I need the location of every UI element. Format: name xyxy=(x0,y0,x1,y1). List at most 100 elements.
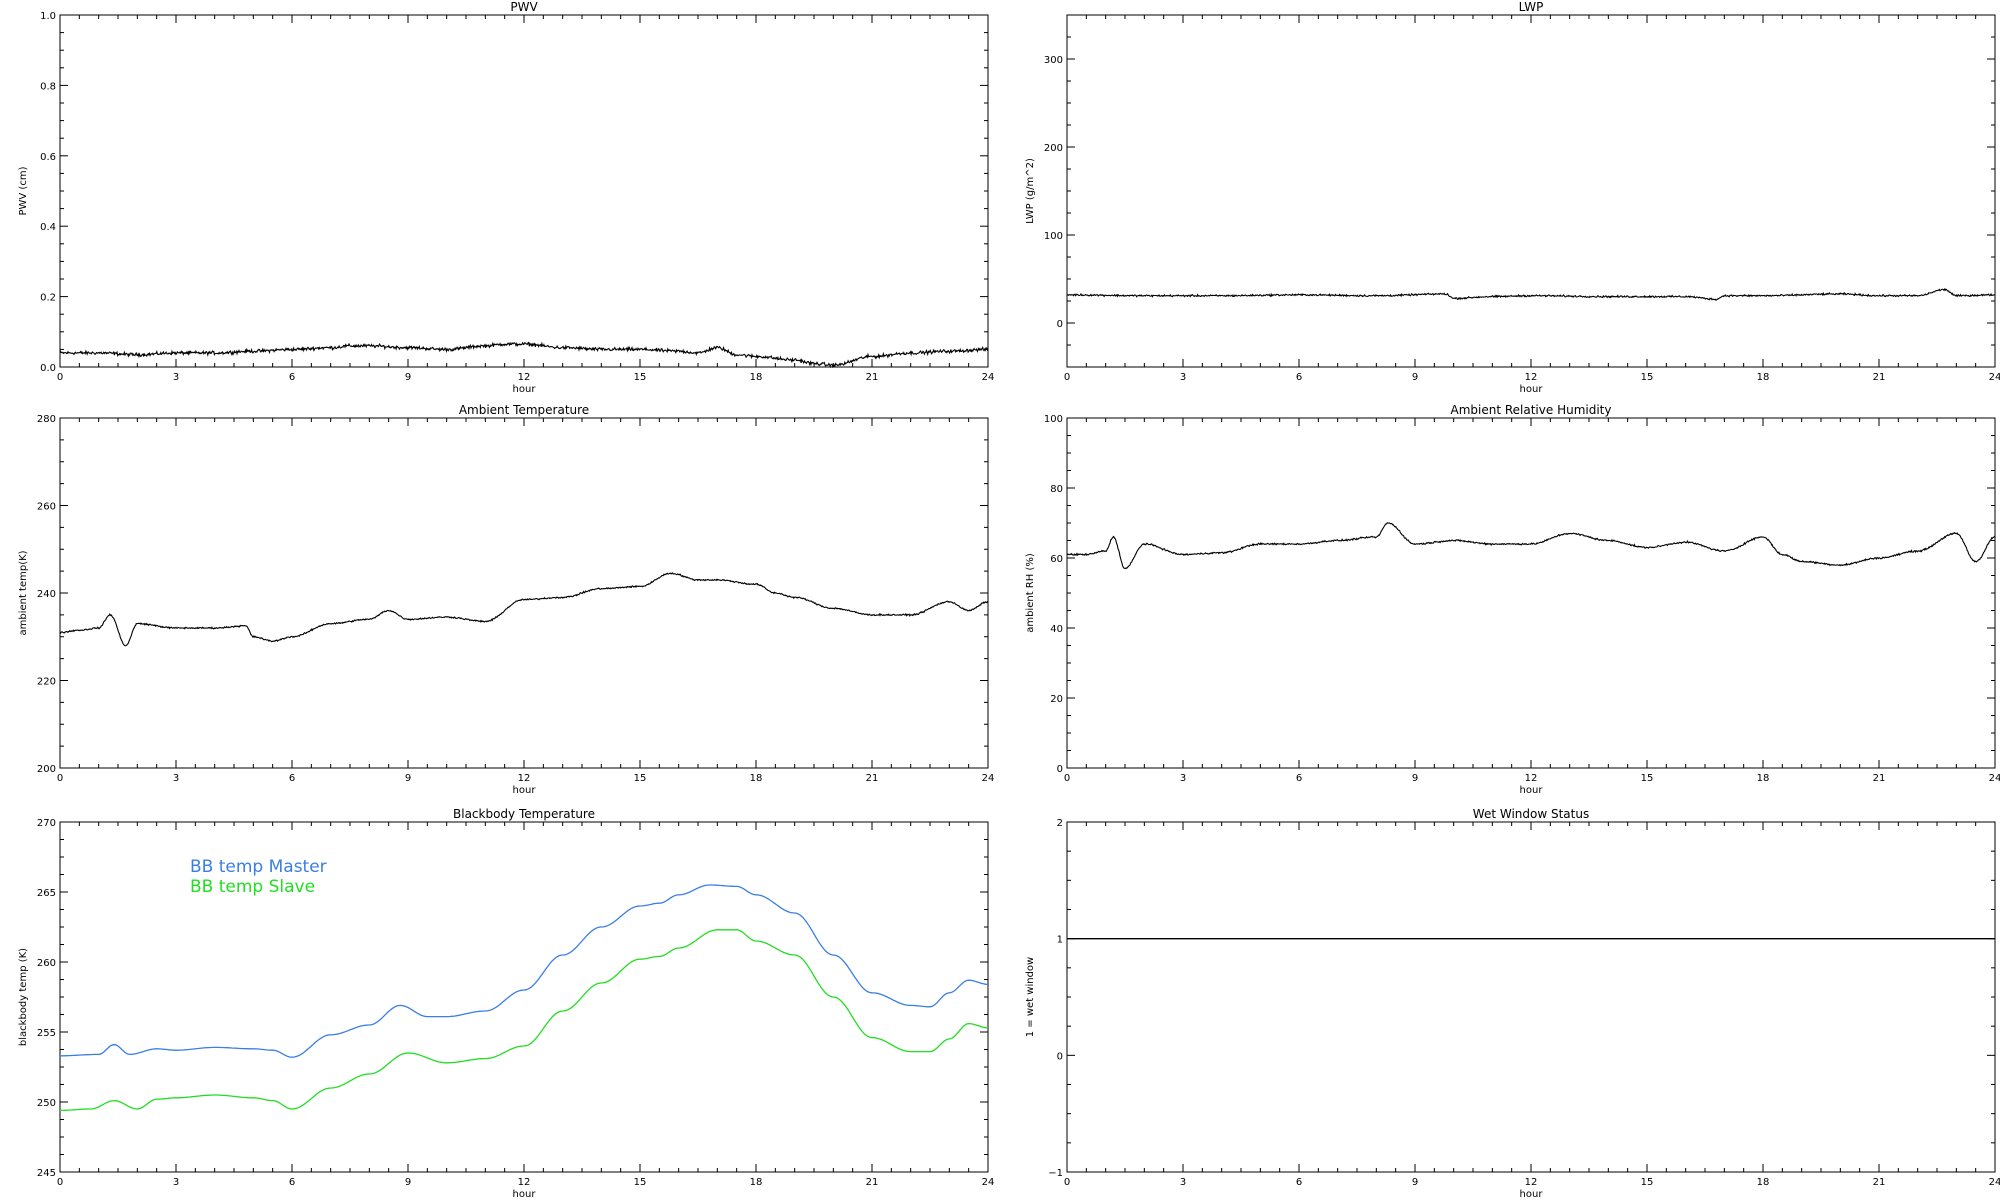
y-axis-label: ambient temp(K) xyxy=(18,550,29,635)
x-tick-label: 3 xyxy=(173,773,179,784)
x-tick-label: 21 xyxy=(866,1177,879,1188)
x-tick-label: 21 xyxy=(866,773,879,784)
y-tick-label: 100 xyxy=(1044,414,1063,425)
x-tick-label: 18 xyxy=(750,1177,763,1188)
y-tick-label: 245 xyxy=(37,1168,56,1179)
chart-title: Blackbody Temperature xyxy=(453,807,595,821)
y-tick-label: 2 xyxy=(1057,818,1063,829)
y-tick-label: 200 xyxy=(37,764,56,775)
series-line-1 xyxy=(59,572,988,647)
chart-panel-4: Ambient Relative Humidity 0 3 6 9 12 15 18 21 24 h… xyxy=(1025,403,2000,796)
plot-frame xyxy=(1066,821,1996,1173)
y-tick-label: −1 xyxy=(1048,1168,1063,1179)
x-tick-label: 21 xyxy=(1873,773,1886,784)
y-tick-label: 220 xyxy=(37,677,56,688)
x-axis-label: hour xyxy=(1520,384,1544,395)
chart-panel-3: Ambient Temperature 0 3 6 9 12 15 18 21 24 hour 200… xyxy=(18,403,994,796)
x-tick-label: 18 xyxy=(1757,1177,1770,1188)
y-tick-label: 255 xyxy=(37,1028,56,1039)
x-tick-label: 24 xyxy=(1989,773,2000,784)
plot-frame xyxy=(59,14,989,368)
y-tick-label: 1 xyxy=(1057,935,1063,946)
y-tick-label: 260 xyxy=(37,502,56,513)
x-tick-label: 9 xyxy=(1412,1177,1418,1188)
chart-panel-5: Blackbody Temperature 0 3 6 9 12 15 18 21 24 hour 2… xyxy=(18,807,994,1200)
x-tick-label: 15 xyxy=(634,773,647,784)
legend-entry: BB temp Slave xyxy=(190,877,315,897)
x-tick-label: 6 xyxy=(289,1177,295,1188)
x-tick-label: 18 xyxy=(750,773,763,784)
x-tick-label: 9 xyxy=(405,773,411,784)
x-tick-label: 12 xyxy=(518,372,531,383)
chart-title: PWV xyxy=(510,0,538,14)
y-axis-label: blackbody temp (K) xyxy=(18,948,29,1046)
legend-entry: BB temp Master xyxy=(190,857,327,877)
y-axis-label: PWV (cm) xyxy=(18,166,29,215)
x-tick-label: 0 xyxy=(1064,1177,1070,1188)
x-tick-label: 3 xyxy=(173,372,179,383)
y-tick-label: 0.6 xyxy=(40,152,56,163)
x-tick-label: 24 xyxy=(1989,372,2000,383)
y-tick-label: 265 xyxy=(37,888,56,899)
x-tick-label: 12 xyxy=(1525,372,1538,383)
y-axis-label: ambient RH (%) xyxy=(1025,553,1036,633)
x-axis-label: hour xyxy=(513,785,537,796)
y-tick-label: 240 xyxy=(37,589,56,600)
chart-title: Ambient Temperature xyxy=(459,403,589,417)
chart-title: Ambient Relative Humidity xyxy=(1451,403,1612,417)
series-line-1 xyxy=(1066,522,1996,570)
y-tick-label: 0.2 xyxy=(40,293,56,304)
y-tick-label: 280 xyxy=(37,414,56,425)
x-tick-label: 3 xyxy=(1180,1177,1186,1188)
x-tick-label: 6 xyxy=(1296,1177,1302,1188)
x-tick-label: 18 xyxy=(750,372,763,383)
x-tick-label: 9 xyxy=(405,1177,411,1188)
y-tick-label: 260 xyxy=(37,958,56,969)
x-tick-label: 6 xyxy=(1296,773,1302,784)
x-tick-label: 9 xyxy=(1412,773,1418,784)
chart-title: Wet Window Status xyxy=(1473,807,1589,821)
x-tick-label: 21 xyxy=(866,372,879,383)
y-tick-label: 0.4 xyxy=(40,222,56,233)
y-axis-label: 1 = wet window xyxy=(1025,957,1036,1037)
y-tick-label: 20 xyxy=(1050,694,1063,705)
x-tick-label: 6 xyxy=(289,372,295,383)
series-line-1 xyxy=(60,884,989,1058)
x-tick-label: 21 xyxy=(1873,372,1886,383)
y-tick-label: 80 xyxy=(1050,484,1063,495)
y-tick-label: 1.0 xyxy=(40,11,56,22)
x-tick-label: 15 xyxy=(1641,372,1654,383)
x-tick-label: 9 xyxy=(1412,372,1418,383)
x-tick-label: 15 xyxy=(634,372,647,383)
x-tick-label: 15 xyxy=(1641,773,1654,784)
x-tick-label: 0 xyxy=(1064,372,1070,383)
x-tick-label: 3 xyxy=(1180,773,1186,784)
y-tick-label: 250 xyxy=(37,1098,56,1109)
x-tick-label: 3 xyxy=(173,1177,179,1188)
x-axis-label: hour xyxy=(513,1189,537,1200)
x-tick-label: 0 xyxy=(57,372,63,383)
chart-panel-2: LWP 0 3 6 9 12 15 18 21 24 hour 0 100 200 300 LWP (g/m^… xyxy=(1025,0,2000,395)
x-tick-label: 0 xyxy=(57,1177,63,1188)
x-tick-label: 6 xyxy=(289,773,295,784)
x-tick-label: 24 xyxy=(982,372,995,383)
x-tick-label: 9 xyxy=(405,372,411,383)
y-tick-label: 100 xyxy=(1044,231,1063,242)
series-line-1 xyxy=(1066,288,1996,301)
y-tick-label: 0 xyxy=(1057,764,1063,775)
y-axis-label: LWP (g/m^2) xyxy=(1025,158,1036,224)
x-tick-label: 15 xyxy=(1641,1177,1654,1188)
x-tick-label: 18 xyxy=(1757,773,1770,784)
x-tick-label: 12 xyxy=(1525,1177,1538,1188)
x-tick-label: 21 xyxy=(1873,1177,1886,1188)
y-tick-label: 0.8 xyxy=(40,81,56,92)
plot-frame xyxy=(1066,14,1996,368)
x-tick-label: 0 xyxy=(1064,773,1070,784)
x-tick-label: 6 xyxy=(1296,372,1302,383)
plot-frame xyxy=(59,417,989,769)
y-tick-label: 0 xyxy=(1057,1051,1063,1062)
x-tick-label: 24 xyxy=(982,773,995,784)
